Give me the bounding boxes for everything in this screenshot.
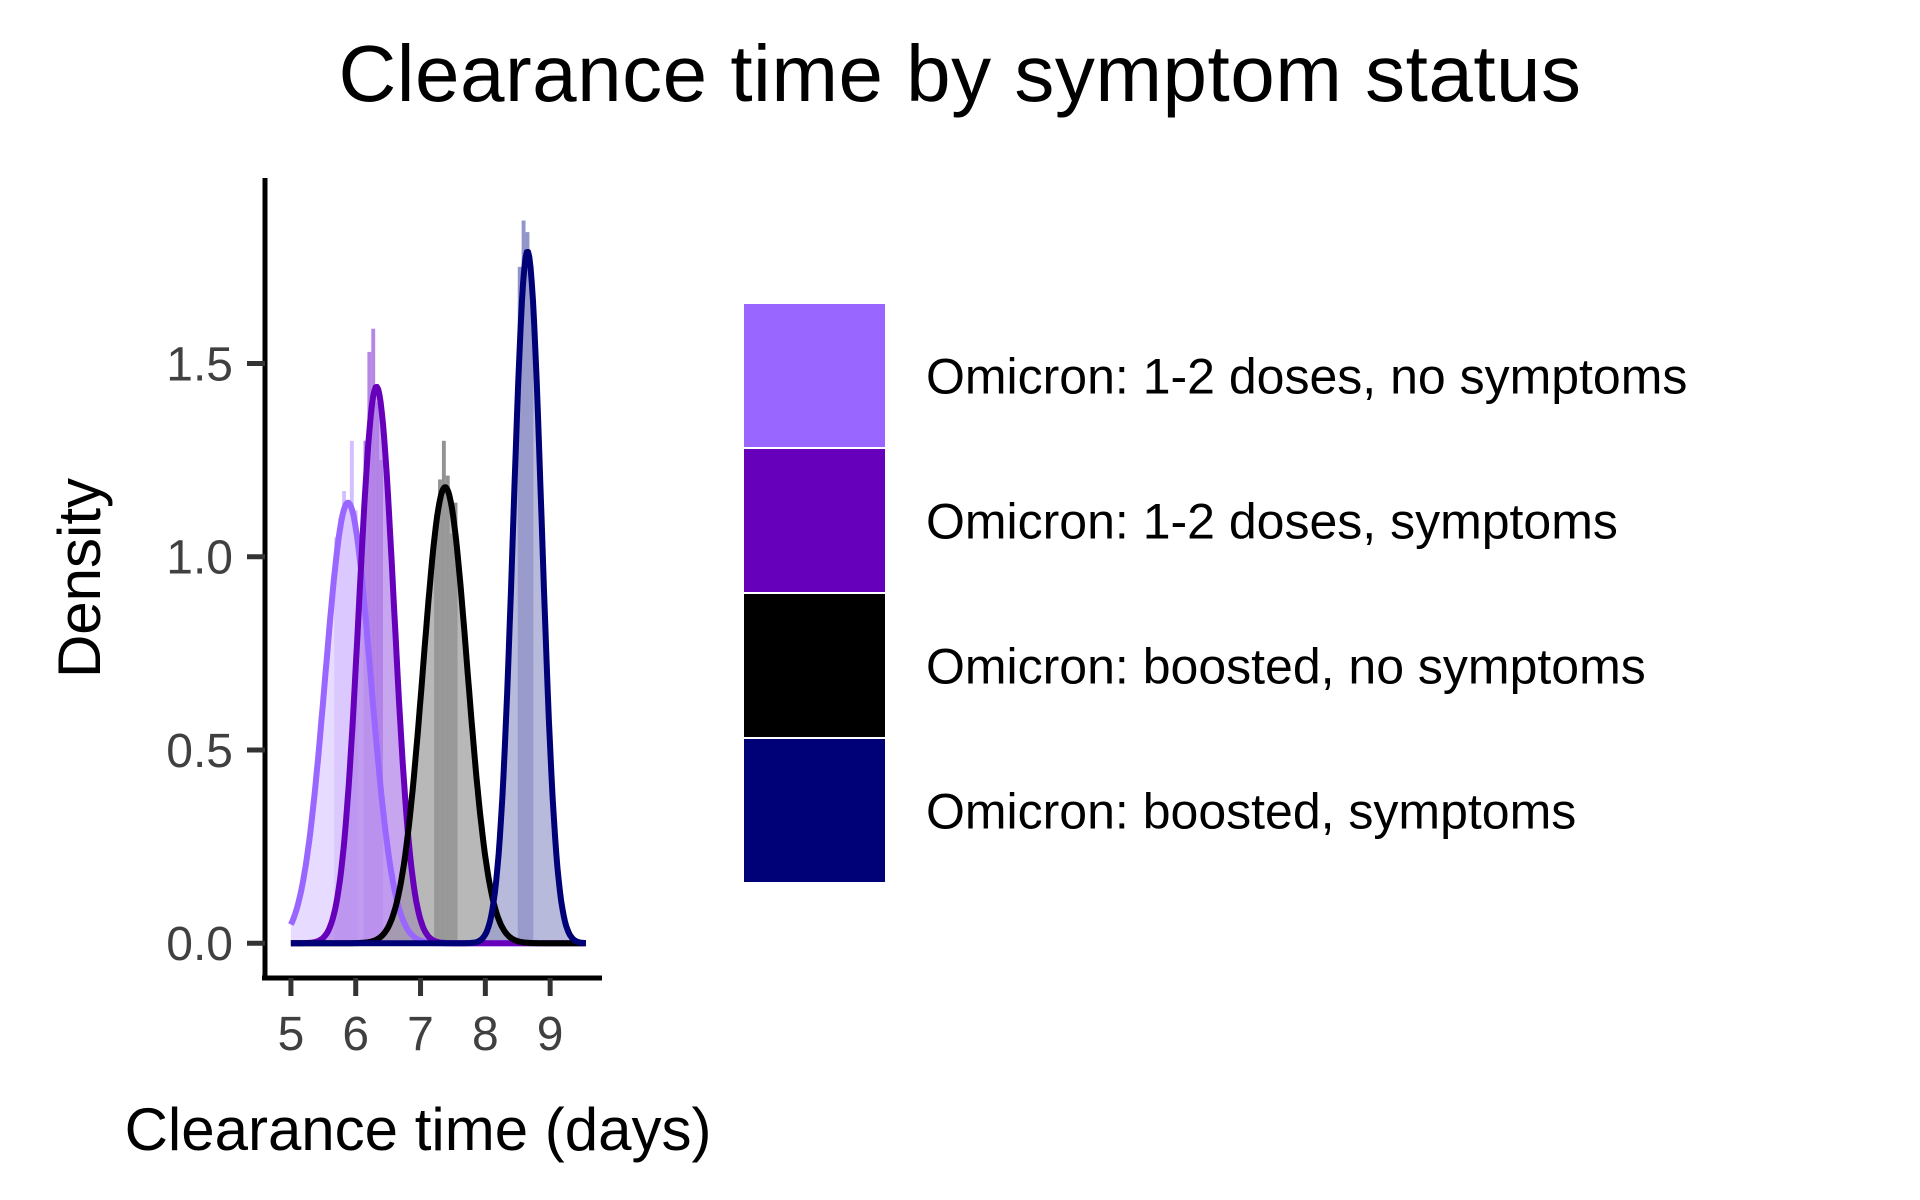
x-tick-label: 5 <box>278 1008 305 1061</box>
legend: Omicron: 1-2 doses, no symptoms Omicron: … <box>742 302 1687 884</box>
y-tick-label: 1.5 <box>166 339 233 392</box>
density-line-layer <box>288 249 588 947</box>
legend-label: Omicron: boosted, symptoms <box>926 784 1576 840</box>
legend-label: Omicron: 1-2 doses, no symptoms <box>926 349 1687 405</box>
legend-label: Omicron: 1-2 doses, symptoms <box>926 494 1618 550</box>
x-axis-title: Clearance time (days) <box>125 1096 712 1163</box>
y-tick-label: 0.5 <box>166 725 233 778</box>
density-area <box>290 252 586 944</box>
legend-key <box>742 737 887 884</box>
axes-layer <box>262 178 602 981</box>
y-axis-title: Density <box>46 478 113 678</box>
legend-label: Omicron: boosted, no symptoms <box>926 639 1646 695</box>
x-tick-label: 6 <box>342 1008 369 1061</box>
density-area <box>290 487 586 944</box>
legend-key <box>742 302 887 449</box>
y-tick-label: 1.0 <box>166 532 233 585</box>
tick-layer: 5 6 7 8 9 0.0 0.5 1.0 1.5 <box>166 339 563 1061</box>
y-tick-label: 0.0 <box>166 918 233 971</box>
x-tick-label: 8 <box>472 1008 499 1061</box>
legend-key <box>742 447 887 594</box>
x-tick-label: 7 <box>407 1008 434 1061</box>
x-tick-label: 9 <box>537 1008 564 1061</box>
legend-key <box>742 592 887 739</box>
density-line <box>289 249 588 947</box>
chart-title: Clearance time by symptom status <box>338 29 1582 118</box>
